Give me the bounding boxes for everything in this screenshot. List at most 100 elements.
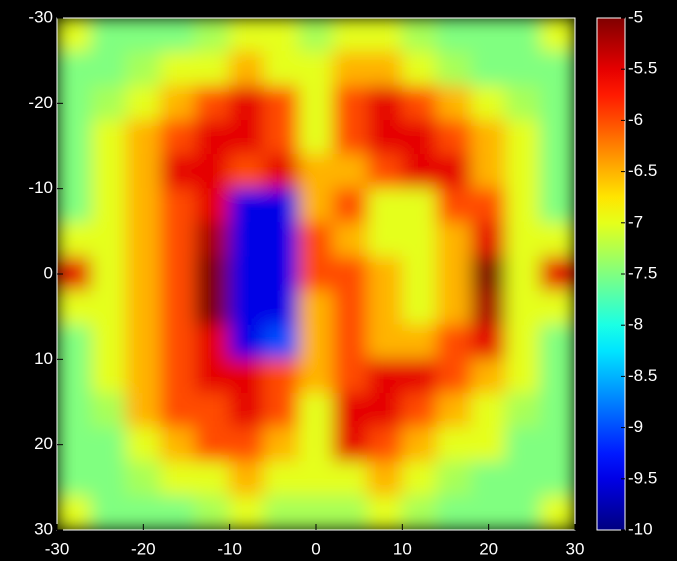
heatmap-cell [367,51,403,87]
heatmap-cell [263,495,300,530]
heatmap-cell [332,119,369,156]
colorbar-tick-label: -9.5 [628,468,657,487]
heatmap-cell [367,222,403,258]
heatmap-cell [298,154,334,190]
heatmap-cell [505,119,541,156]
heatmap-cell [505,392,541,429]
heatmap-cell [505,188,541,224]
heatmap-cell [367,256,403,292]
heatmap-cell [125,358,162,394]
heatmap-cell [298,392,334,429]
heatmap-cell [470,18,507,53]
heatmap-cell [229,85,265,121]
y-tick-label: -30 [28,7,53,26]
heatmap-cell [194,392,231,429]
heatmap-cell [505,290,541,326]
heatmap-cell [470,222,507,258]
heatmap-cell [263,427,300,463]
heatmap-cell [229,392,265,429]
heatmap-cell [470,461,507,497]
heatmap-cell [436,495,472,530]
heatmap-cell [194,18,231,53]
heatmap-cell [91,85,127,121]
heatmap-cell [57,51,93,87]
heatmap-cell [91,392,127,429]
heatmap-cell [401,461,438,497]
heatmap-cell [298,119,334,156]
heatmap-cell [194,358,231,394]
heatmap-cell [367,119,403,156]
heatmap-cell [298,256,334,292]
heatmap-cell [160,85,196,121]
x-tick-label: -30 [45,539,70,558]
heatmap-cell [57,222,93,258]
heatmap-cell [125,154,162,190]
heatmap-cell [125,85,162,121]
heatmap-cell [91,154,127,190]
heatmap-cell [470,324,507,360]
heatmap-cell [298,461,334,497]
heatmap-cell [367,154,403,190]
colorbar-tick-label: -7 [628,212,643,231]
heatmap-cell [125,18,162,53]
heatmap-cell [263,154,300,190]
heatmap-cell [401,495,438,530]
heatmap-cell [160,461,196,497]
heatmap-cell [436,154,472,190]
heatmap-cell [229,495,265,530]
x-tick-label: 20 [479,539,498,558]
heatmap-cell [298,427,334,463]
heatmap-cell [470,85,507,121]
heatmap-cell [367,461,403,497]
heatmap-cell [125,256,162,292]
x-tick-label: 30 [566,539,585,558]
heatmap-cell [539,18,575,53]
colorbar-tick-label: -9 [628,417,643,436]
x-tick-label: 0 [311,539,320,558]
heatmap-cell [91,18,127,53]
x-tick-label: -20 [131,539,156,558]
heatmap-cell [470,392,507,429]
heatmap-cell [263,256,300,292]
heatmap-cell [539,256,575,292]
heatmap-cell [160,18,196,53]
heatmap-cell [436,358,472,394]
colorbar [596,17,626,531]
heatmap-cell [160,324,196,360]
heatmap-cell [298,51,334,87]
colorbar-tick-label: -5.5 [628,59,657,78]
heatmap-cell [505,358,541,394]
heatmap-cell [91,324,127,360]
heatmap-cell [505,324,541,360]
heatmap-cell [91,51,127,87]
heatmap-cell [91,119,127,156]
heatmap-cell [332,188,369,224]
heatmap-cell [229,256,265,292]
heatmap-cell [57,324,93,360]
heatmap-cell [263,119,300,156]
heatmap-cell [57,495,93,530]
heatmap-cell [125,427,162,463]
heatmap-cell [332,427,369,463]
heatmap-cell [505,154,541,190]
heatmap-cell [367,495,403,530]
heatmap-cell [298,358,334,394]
heatmap-cell [367,392,403,429]
heatmap-cell [125,222,162,258]
heatmap-cell [91,256,127,292]
heatmap-cell [263,18,300,53]
colorbar-tick-label: -7.5 [628,263,657,282]
heatmap-cell [125,188,162,224]
heatmap-cell [470,256,507,292]
heatmap-cell [125,392,162,429]
heatmap-cell [263,188,300,224]
heatmap-cell [194,495,231,530]
heatmap-cell [436,256,472,292]
heatmap-cell [401,154,438,190]
heatmap-cell [160,495,196,530]
heatmap-cell [160,51,196,87]
heatmap-cell [332,324,369,360]
heatmap-cell [401,256,438,292]
heatmap-cell [298,222,334,258]
heatmap-cell [332,154,369,190]
